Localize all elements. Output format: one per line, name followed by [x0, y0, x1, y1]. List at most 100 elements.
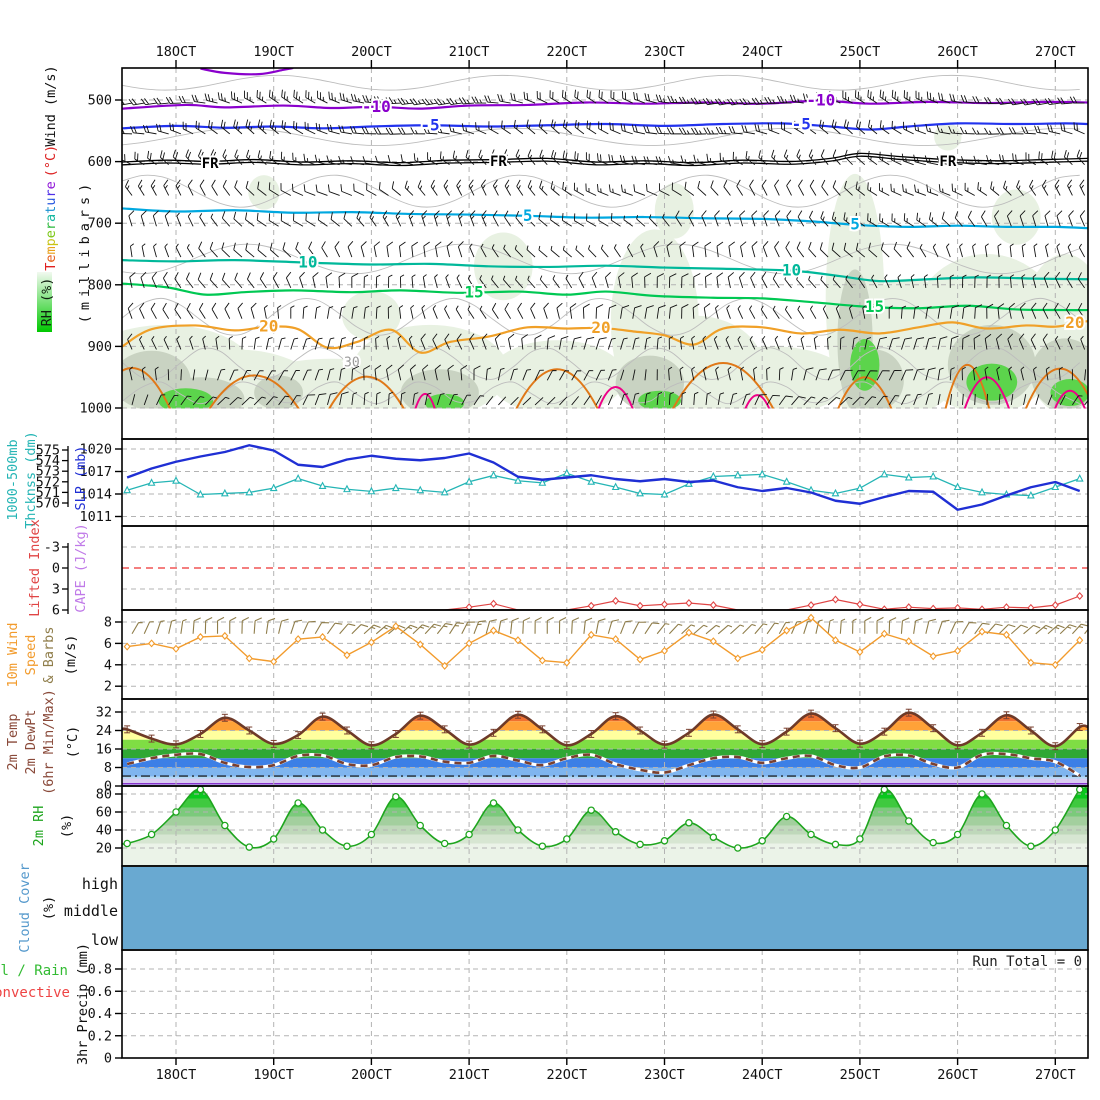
svg-text:middle: middle — [64, 902, 118, 920]
thickness-marker — [196, 489, 205, 498]
svg-text:4: 4 — [104, 657, 112, 673]
thickness-marker — [587, 477, 596, 485]
svg-text:Temperature: Temperature — [43, 181, 59, 271]
svg-text:574: 574 — [36, 453, 60, 469]
rh-marker — [465, 830, 473, 839]
rh-marker — [1002, 821, 1011, 830]
thickness-marker — [709, 471, 718, 480]
wind-speed-marker — [221, 631, 229, 640]
svg-text:10: 10 — [782, 261, 801, 280]
wind-speed-marker — [978, 627, 986, 636]
svg-text:(millibars): (millibars) — [77, 179, 93, 323]
rh-marker — [929, 838, 937, 847]
rh-marker — [880, 786, 889, 794]
svg-text:-5: -5 — [792, 115, 811, 134]
svg-text:900: 900 — [88, 339, 112, 355]
li-marker — [489, 599, 498, 608]
thickness-marker — [416, 485, 425, 494]
rh-marker — [343, 842, 351, 850]
precip-axis: 0.8 0.6 0.4 0.2 0 — [88, 962, 122, 1067]
li-marker — [636, 601, 644, 610]
x-tick-top: 26OCT — [937, 44, 978, 60]
svg-text:6: 6 — [52, 603, 60, 619]
thickness-marker — [758, 469, 767, 478]
label-speed: Speed — [23, 635, 39, 676]
svg-text:16: 16 — [96, 742, 112, 758]
panel-border — [121, 949, 1089, 1059]
panel-slp-thickness — [122, 439, 1088, 526]
li-marker — [612, 596, 620, 605]
rh-marker — [758, 837, 766, 845]
wind-speed-marker — [123, 642, 131, 651]
svg-text:600: 600 — [88, 154, 112, 170]
svg-text:10m Wind: 10m Wind — [5, 622, 21, 687]
svg-text:5: 5 — [850, 215, 860, 234]
svg-text:24: 24 — [96, 723, 112, 739]
thickness-marker — [685, 479, 693, 487]
wind-speed-marker — [929, 652, 937, 661]
wind-speed-marker — [172, 644, 180, 653]
svg-text:-10: -10 — [806, 91, 835, 110]
thickness-marker — [733, 470, 742, 479]
rh-marker — [416, 821, 424, 830]
rh-marker — [856, 835, 864, 843]
thickness-marker — [562, 468, 571, 477]
wind-speed-marker — [954, 646, 962, 655]
minmax-whiskers — [124, 708, 1083, 751]
svg-text:-5: -5 — [420, 115, 439, 134]
x-tick-top: 25OCT — [840, 44, 881, 60]
label--: (%) — [41, 896, 57, 920]
rh-marker — [1051, 826, 1060, 834]
li-marker — [1076, 591, 1084, 601]
wind-speed-marker — [1002, 630, 1010, 639]
svg-text:6: 6 — [104, 636, 112, 652]
svg-text:570: 570 — [36, 496, 60, 512]
label-cloud-cover: Cloud Cover — [17, 863, 33, 952]
label-2m-temp: 2m Temp — [5, 714, 21, 771]
x-tick-bottom: 19OCT — [253, 1067, 294, 1083]
rh-marker — [709, 833, 718, 841]
label--c-: (°C) — [65, 726, 81, 759]
li-axis: -3 0 3 6 — [44, 540, 69, 619]
svg-text:CAPE (J/kg): CAPE (J/kg) — [73, 523, 89, 612]
wind-speed-marker — [831, 636, 840, 645]
x-tick-top: 22OCT — [546, 44, 587, 60]
li-marker — [709, 601, 717, 610]
label-lifted-index: Lifted Index — [27, 519, 43, 617]
label--: (%) — [59, 814, 75, 838]
li-marker — [807, 601, 815, 610]
svg-text:0.2: 0.2 — [88, 1028, 112, 1044]
wind-speed-marker — [294, 635, 302, 644]
wind-speed-marker — [367, 638, 375, 647]
wind-speed-marker — [196, 632, 204, 642]
rh-marker — [147, 830, 156, 839]
label-high: high — [82, 875, 118, 893]
label--m-s-: (m/s) — [63, 635, 79, 676]
gray-rh-contours — [122, 74, 1080, 405]
wind-speed-marker — [709, 637, 717, 646]
dewpoint-curve — [126, 752, 1081, 777]
li-marker — [1051, 601, 1059, 610]
wind-speed-marker — [1027, 658, 1035, 667]
lifted-index-line — [127, 595, 1080, 610]
thickness-marker — [147, 478, 156, 486]
label-middle: middle — [64, 902, 118, 920]
svg-text:Total / Rain: Total / Rain — [0, 963, 68, 979]
thickness-marker — [440, 487, 449, 496]
temp-curve — [122, 711, 1088, 748]
x-tick-top: 27OCT — [1035, 44, 1076, 60]
wind-speed-marker — [807, 613, 815, 622]
rh-marker — [1075, 786, 1084, 794]
thickness-marker — [172, 476, 180, 484]
x-tick-top: 18OCT — [156, 44, 197, 60]
thickness-marker — [1026, 490, 1035, 499]
svg-text:40: 40 — [96, 823, 112, 839]
li-marker — [929, 604, 937, 610]
x-tick-bottom: 18OCT — [156, 1067, 197, 1083]
rh-marker — [611, 828, 620, 836]
svg-text:0: 0 — [104, 779, 112, 795]
svg-text:15: 15 — [464, 283, 483, 302]
svg-text:5: 5 — [523, 206, 533, 225]
x-tick-bottom: 20OCT — [351, 1067, 392, 1083]
